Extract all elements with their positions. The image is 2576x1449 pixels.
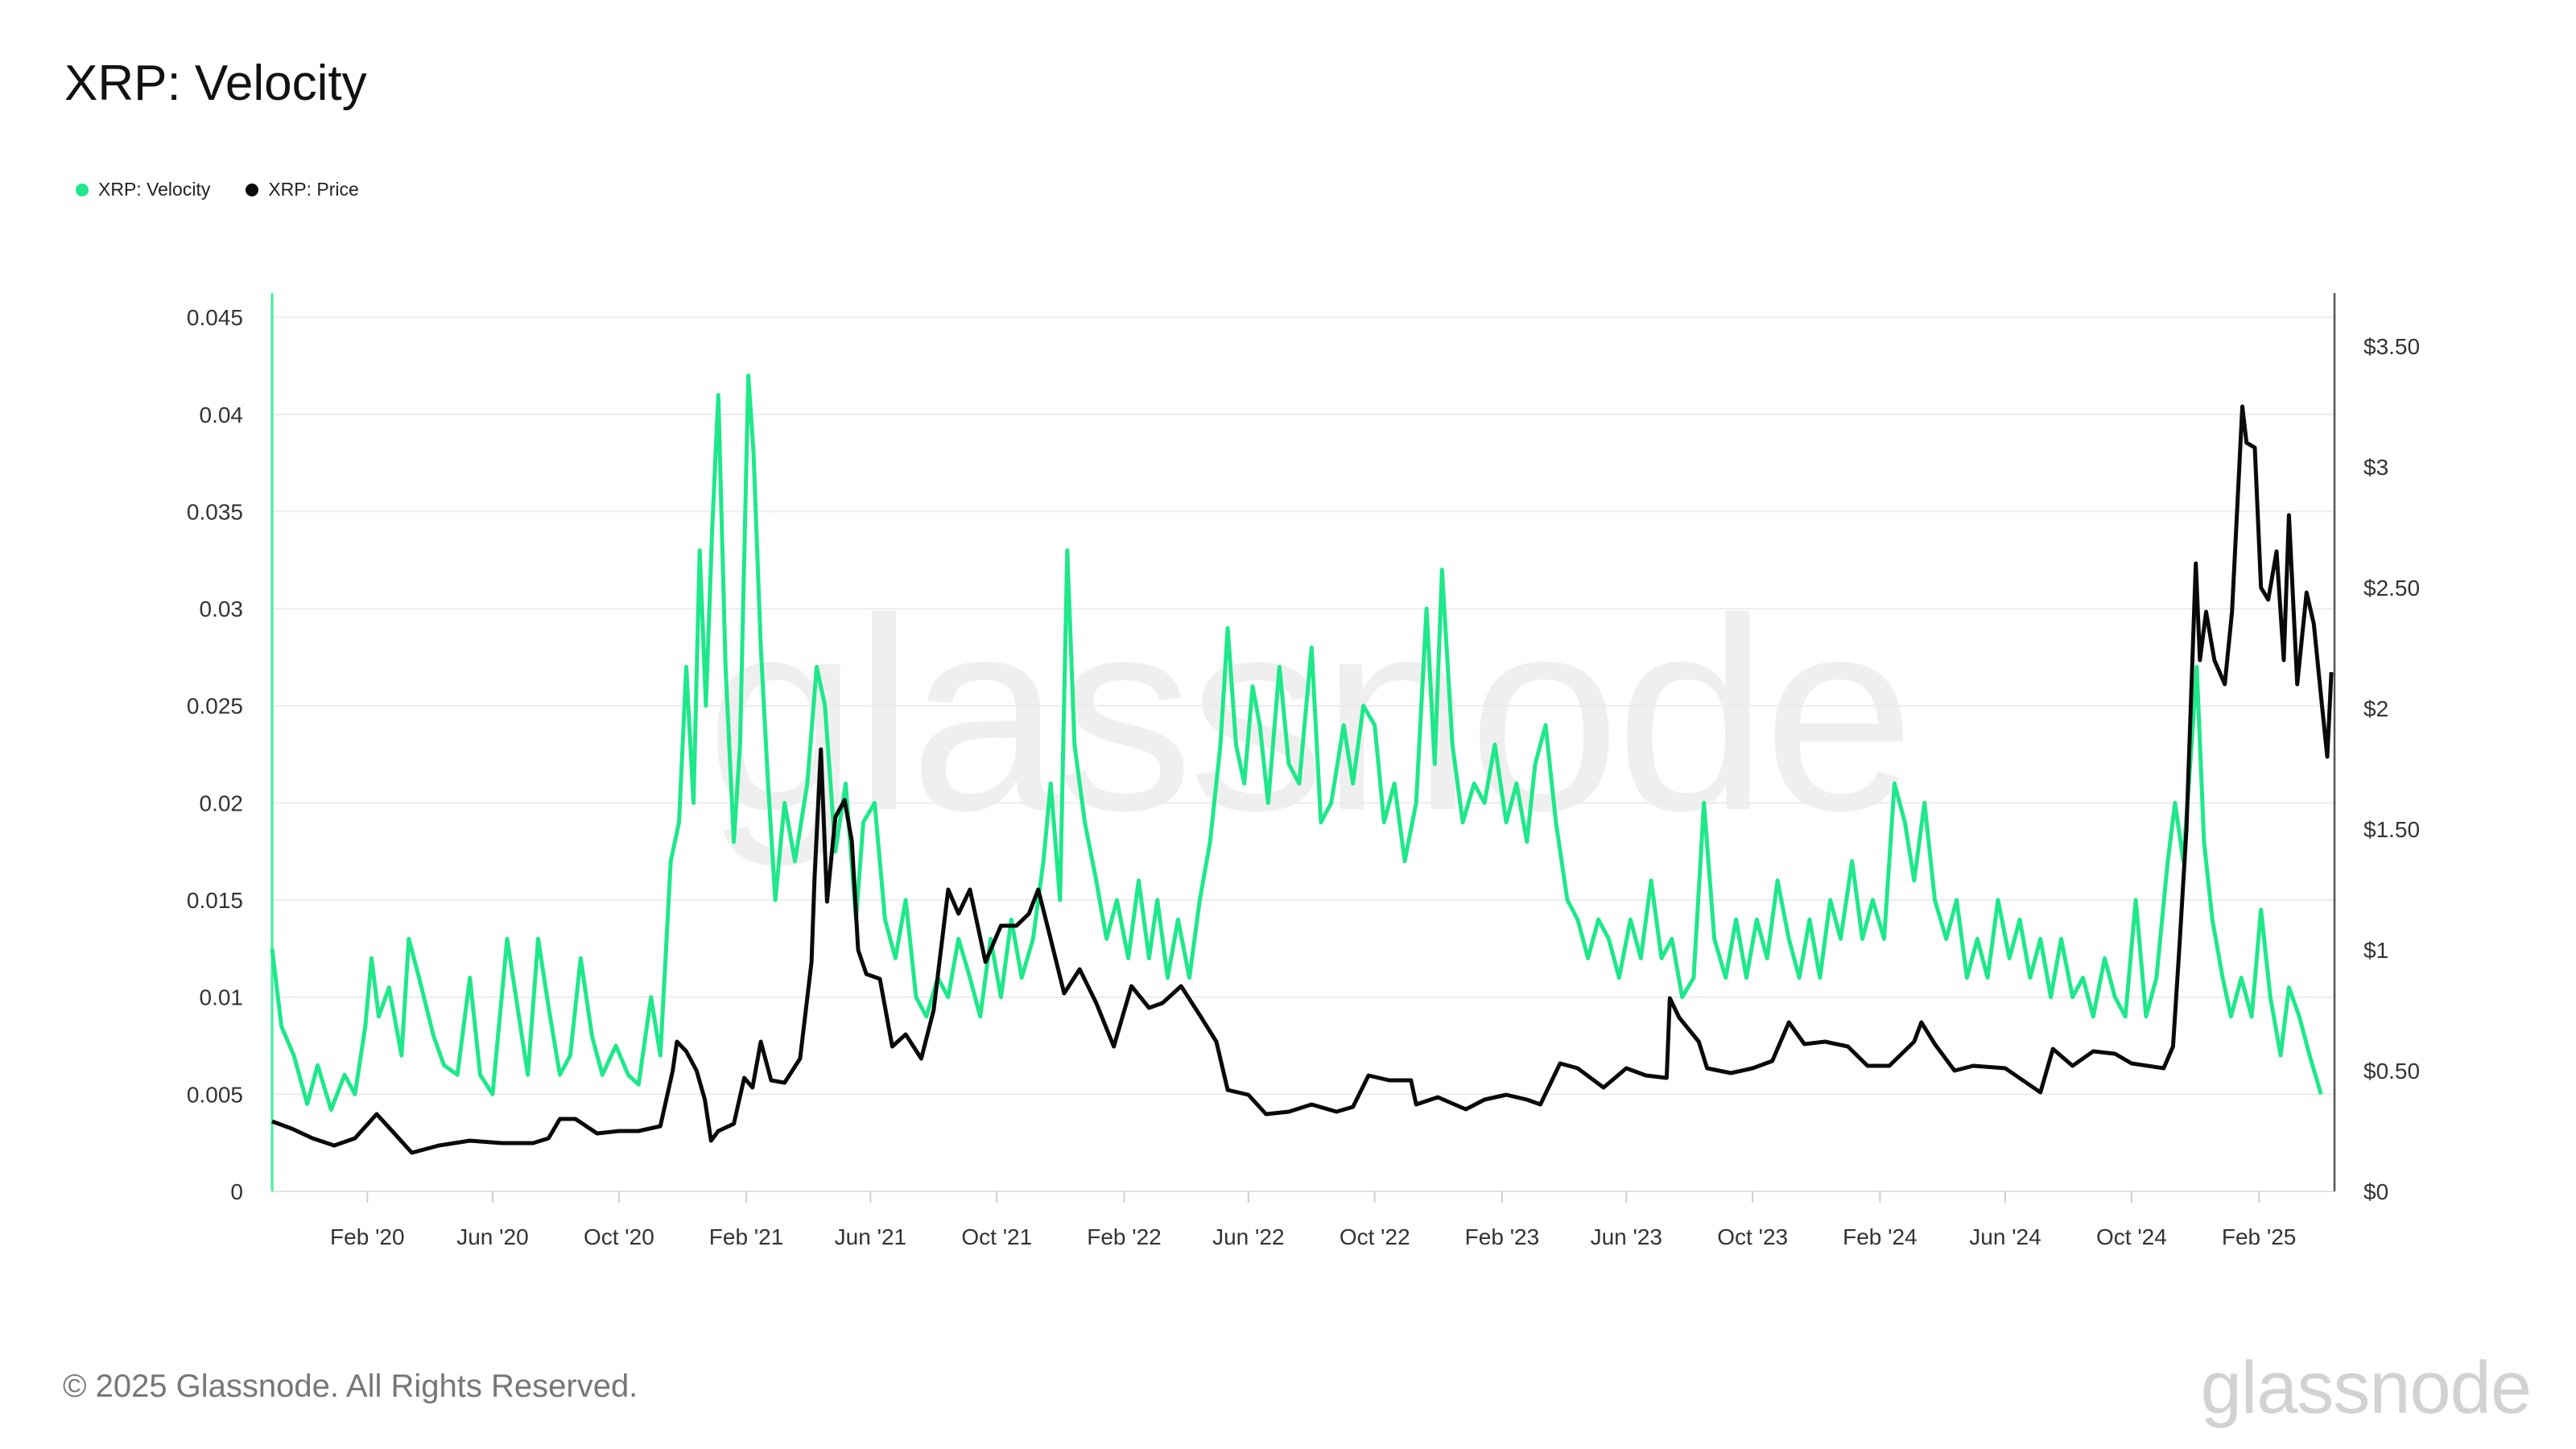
chart-watermark: glassnode: [706, 562, 1910, 869]
x-axis: Feb '20 Jun '20 Oct '20 Feb '21 Jun '21 Oct '…: [330, 1191, 2296, 1249]
x-tick-label: Oct '22: [1340, 1224, 1410, 1249]
legend-price-label: XRP: Price: [268, 179, 359, 200]
x-tick-label: Feb '21: [709, 1224, 784, 1249]
legend-velocity-dot: [76, 183, 89, 196]
price-line: [271, 404, 2334, 1155]
x-tick-label: Feb '25: [2222, 1224, 2297, 1249]
chart-title: XRP: Velocity: [64, 56, 367, 111]
y-left-tick-label: 0.015: [187, 888, 243, 913]
brand-logo: glassnode: [2200, 1347, 2532, 1429]
x-tick-label: Oct '23: [1717, 1224, 1788, 1249]
y-right-tick-label: $3.50: [2363, 334, 2420, 359]
x-tick-label: Feb '23: [1465, 1224, 1540, 1249]
copyright-footer: © 2025 Glassnode. All Rights Reserved.: [63, 1368, 638, 1404]
y-right-tick-label: $2.50: [2363, 576, 2420, 601]
x-tick-label: Jun '20: [456, 1224, 528, 1249]
y-left-tick-label: 0.035: [187, 499, 243, 524]
velocity-line: [270, 374, 2323, 1113]
plot-lines: [270, 374, 2334, 1155]
y-left-tick-label: 0.03: [200, 597, 244, 621]
y-right-tick-label: $1: [2363, 938, 2388, 963]
x-tick-label: Oct '20: [584, 1224, 654, 1249]
legend: XRP: Velocity XRP: Price: [76, 179, 359, 200]
y-left-tick-label: 0.025: [187, 694, 243, 719]
y-left-tick-label: 0: [230, 1179, 243, 1204]
y-right-tick-label: $3: [2363, 455, 2388, 480]
y-left-tick-label: 0.04: [200, 402, 244, 427]
legend-velocity-label: XRP: Velocity: [98, 179, 211, 200]
x-tick-label: Feb '24: [1843, 1224, 1918, 1249]
y-right-tick-label: $2: [2363, 696, 2388, 721]
legend-item-velocity[interactable]: XRP: Velocity: [76, 179, 210, 200]
y-axis-left: 0 0.005 0.01 0.015 0.02 0.025 0.03 0.035 0.04 0.0…: [187, 293, 274, 1204]
x-tick-label: Oct '24: [2096, 1224, 2167, 1249]
legend-item-price[interactable]: XRP: Price: [246, 179, 359, 200]
x-tick-label: Feb '22: [1087, 1224, 1162, 1249]
x-tick-label: Jun '21: [835, 1224, 906, 1249]
x-tick-label: Oct '21: [961, 1224, 1032, 1249]
y-right-tick-label: $0.50: [2363, 1059, 2420, 1084]
x-tick-label: Jun '22: [1212, 1224, 1284, 1249]
y-right-tick-label: $1.50: [2363, 817, 2420, 842]
x-tick-label: Feb '20: [330, 1224, 405, 1249]
y-left-tick-label: 0.02: [200, 791, 244, 815]
x-tick-label: Jun '24: [1969, 1224, 2041, 1249]
y-right-tick-label: $0: [2363, 1179, 2388, 1204]
x-tick-label: Jun '23: [1591, 1224, 1662, 1249]
legend-price-dot: [246, 183, 259, 196]
y-left-tick-label: 0.01: [200, 985, 244, 1010]
grid: [272, 316, 2334, 1192]
y-axis-right: $0 $0.50 $1 $1.50 $2 $2.50 $3 $3.50: [2333, 293, 2420, 1204]
y-left-tick-label: 0.045: [187, 305, 243, 330]
y-left-tick-label: 0.005: [187, 1082, 243, 1107]
